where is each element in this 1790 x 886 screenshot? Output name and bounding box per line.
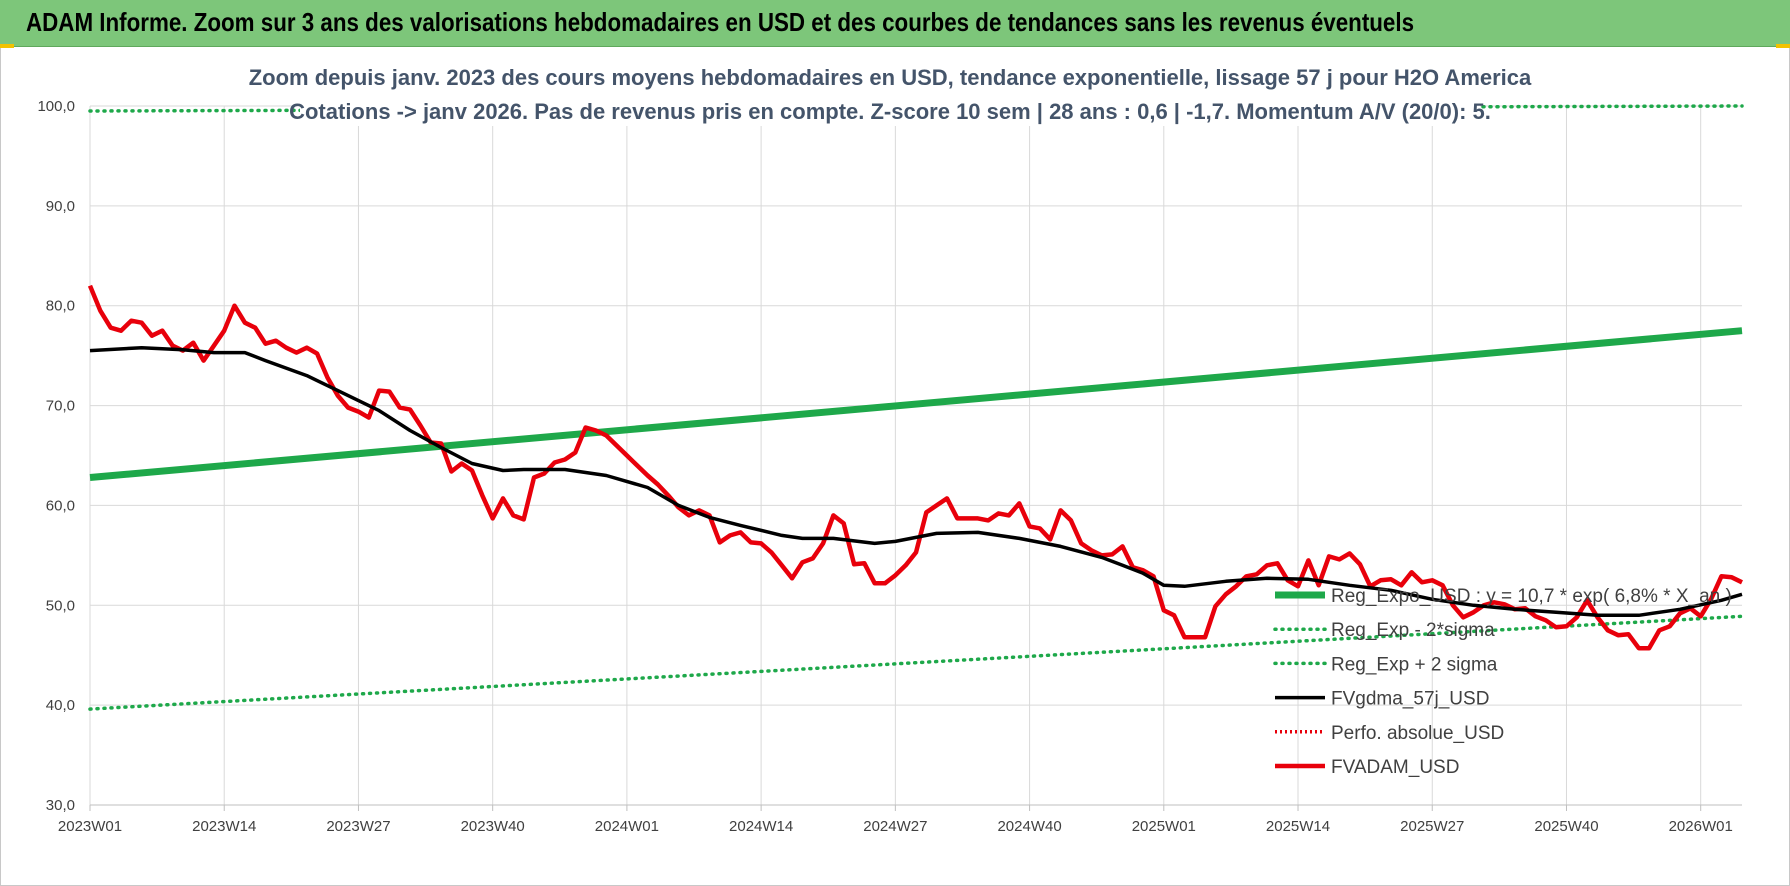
- y-tick-label: 100,0: [37, 98, 75, 115]
- title-background: [300, 60, 1480, 126]
- x-tick-label: 2024W40: [997, 818, 1061, 835]
- line-fvadam: [87, 284, 1743, 651]
- x-tick-label: 2025W01: [1132, 818, 1196, 835]
- series-group: [87, 104, 1744, 711]
- legend-label: FVgdma_57j_USD: [1331, 689, 1489, 710]
- legend-label: FVADAM_USD: [1331, 757, 1459, 778]
- chart-subtitle: Cotations -> janv 2026. Pas de revenus p…: [289, 99, 1491, 124]
- trend-line-reg-expo: [89, 327, 1743, 481]
- corner-marker-right: [1776, 44, 1790, 48]
- chart-area: 30,0 40,0 50,0 60,0 70,0 80,0 90,0 100,0 2023W01…: [37, 60, 1744, 835]
- y-tick-label: 50,0: [46, 597, 75, 614]
- legend-label: Reg_Expo_USD : y = 10,7 * exp( 6,8% * X_…: [1331, 586, 1732, 607]
- x-tick-label: 2023W27: [326, 818, 390, 835]
- x-tick-label: 2023W01: [58, 818, 122, 835]
- y-tick-label: 40,0: [46, 697, 75, 714]
- chart-title-group: Zoom depuis janv. 2023 des cours moyens …: [249, 60, 1532, 126]
- x-tick-label: 2023W40: [461, 818, 525, 835]
- x-tick-label: 2024W01: [595, 818, 659, 835]
- y-tick-label: 80,0: [46, 298, 75, 315]
- axes: 30,0 40,0 50,0 60,0 70,0 80,0 90,0 100,0 2023W01…: [37, 98, 1742, 835]
- x-tick-label: 2024W14: [729, 818, 793, 835]
- y-tick-label: 90,0: [46, 198, 75, 215]
- trend-line-minus-2sigma: [88, 614, 1744, 711]
- y-tick-label: 70,0: [46, 398, 75, 415]
- x-tick-label: 2025W40: [1534, 818, 1598, 835]
- x-tick-label: 2023W14: [192, 818, 256, 835]
- legend-label: Perfo. absolue_USD: [1331, 723, 1504, 744]
- legend-label: Reg_Exp + 2 sigma: [1331, 654, 1498, 675]
- y-tick-label: 30,0: [46, 797, 75, 814]
- legend-label: Reg_Exp - 2*sigma: [1331, 620, 1495, 641]
- corner-marker-left: [0, 44, 14, 48]
- banner-title: ADAM Informe. Zoom sur 3 ans des valoris…: [26, 7, 1415, 37]
- title-banner: ADAM Informe. Zoom sur 3 ans des valoris…: [0, 0, 1790, 47]
- chart-title: Zoom depuis janv. 2023 des cours moyens …: [249, 65, 1532, 90]
- legend: Reg_Expo_USD : y = 10,7 * exp( 6,8% * X_…: [1273, 586, 1732, 778]
- x-tick-label: 2026W01: [1669, 818, 1733, 835]
- y-tick-label: 60,0: [46, 497, 75, 514]
- x-tick-label: 2024W27: [863, 818, 927, 835]
- x-tick-label: 2025W14: [1266, 818, 1330, 835]
- line-fvgdma-57j: [89, 345, 1743, 618]
- x-tick-label: 2025W27: [1400, 818, 1464, 835]
